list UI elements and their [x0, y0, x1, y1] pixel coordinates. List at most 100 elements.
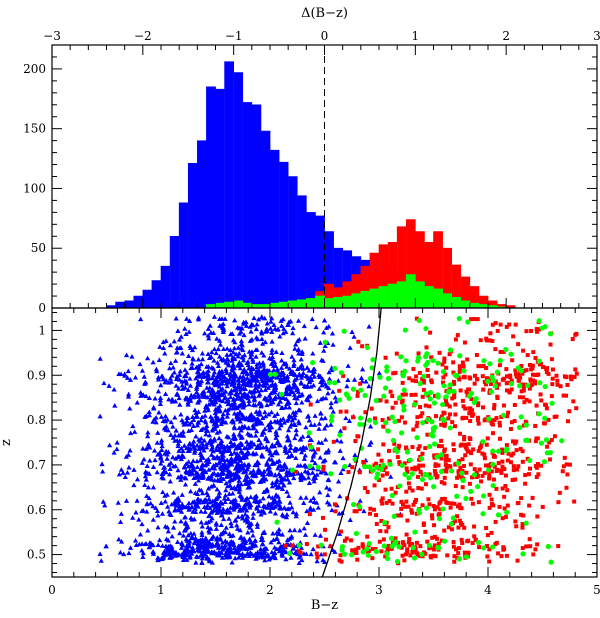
scatter-point-triangle	[177, 402, 183, 407]
scatter-point-square	[511, 439, 516, 444]
scatter-point-triangle	[330, 409, 336, 414]
scatter-point-triangle	[276, 471, 282, 476]
scatter-point-square	[455, 333, 460, 338]
scatter-point-square	[307, 512, 312, 517]
hist-bar	[379, 286, 389, 308]
scatter-point-triangle	[240, 401, 246, 406]
hist-bar	[451, 264, 461, 308]
scatter-point-circle	[367, 376, 373, 382]
scatter-point-square	[425, 432, 430, 437]
scatter-point-triangle	[236, 330, 243, 336]
scatter-point-square	[472, 373, 477, 378]
scatter-point-square	[527, 399, 532, 404]
scatter-point-square	[546, 417, 551, 422]
scatter-point-triangle	[220, 357, 226, 363]
scatter-point-circle	[548, 559, 554, 565]
scatter-point-square	[451, 370, 456, 375]
scatter-point-triangle	[227, 554, 233, 560]
scatter-point-circle	[542, 384, 548, 390]
scatter-point-square	[531, 552, 536, 557]
scatter-point-triangle	[143, 446, 149, 451]
scatter-point-triangle	[265, 553, 271, 559]
scatter-point-triangle	[250, 468, 256, 473]
scatter-point-triangle	[139, 368, 146, 373]
scatter-point-square	[449, 527, 454, 532]
scatter-point-triangle	[298, 356, 304, 362]
scatter-point-triangle	[313, 324, 319, 330]
scatter-point-triangle	[235, 460, 241, 466]
hist-bar	[433, 288, 443, 308]
scatter-point-triangle	[166, 380, 172, 385]
scatter-point-triangle	[205, 368, 211, 373]
scatter-point-triangle	[307, 379, 313, 384]
scatter-point-triangle	[277, 333, 283, 339]
scatter-point-square	[403, 504, 408, 509]
hist-bar	[279, 302, 289, 308]
scatter-point-square	[519, 496, 524, 501]
scatter-point-triangle	[173, 427, 179, 433]
scatter-point-triangle	[288, 555, 294, 560]
scatter-point-triangle	[297, 463, 304, 468]
scatter-point-triangle	[297, 527, 303, 533]
scatter-point-triangle	[244, 439, 250, 444]
scatter-point-triangle	[199, 529, 205, 535]
scatter-point-triangle	[246, 398, 252, 403]
scatter-y-tick-label: 0.5	[27, 548, 46, 562]
scatter-point-square	[466, 550, 471, 555]
scatter-point-triangle	[206, 375, 212, 381]
scatter-point-triangle	[228, 539, 235, 544]
scatter-point-triangle	[183, 395, 189, 400]
scatter-point-circle	[490, 482, 496, 489]
scatter-point-triangle	[190, 466, 196, 471]
scatter-point-triangle	[170, 454, 176, 460]
scatter-point-triangle	[131, 482, 137, 488]
scatter-point-triangle	[320, 557, 326, 563]
scatter-point-triangle	[262, 339, 268, 345]
scatter-point-triangle	[172, 414, 178, 420]
scatter-point-square	[477, 545, 482, 550]
scatter-point-triangle	[196, 393, 202, 398]
scatter-point-circle	[375, 471, 381, 477]
scatter-point-square	[492, 454, 497, 459]
scatter-point-triangle	[232, 442, 238, 447]
scatter-point-square	[470, 541, 475, 546]
scatter-point-square	[283, 543, 288, 548]
scatter-point-square	[404, 489, 409, 494]
scatter-point-triangle	[284, 433, 290, 439]
scatter-point-square	[376, 478, 381, 483]
scatter-point-triangle	[277, 544, 284, 549]
scatter-point-square	[535, 329, 540, 334]
scatter-point-circle	[403, 358, 409, 364]
hist-bar	[506, 305, 516, 308]
scatter-point-triangle	[241, 332, 247, 338]
scatter-point-triangle	[190, 509, 196, 514]
scatter-point-triangle	[138, 390, 144, 395]
scatter-point-square	[414, 424, 419, 429]
scatter-point-triangle	[189, 504, 195, 509]
scatter-point-square	[520, 449, 525, 454]
scatter-point-triangle	[168, 360, 174, 366]
scatter-point-triangle	[329, 507, 335, 513]
scatter-point-square	[534, 474, 539, 479]
scatter-point-triangle	[203, 520, 209, 525]
scatter-point-circle	[440, 416, 446, 422]
scatter-point-triangle	[163, 377, 169, 383]
scatter-point-square	[520, 525, 525, 530]
scatter-point-square	[386, 525, 391, 530]
scatter-point-triangle	[178, 477, 184, 482]
scatter-point-square	[404, 499, 409, 504]
scatter-point-triangle	[301, 551, 307, 556]
scatter-point-triangle	[193, 364, 199, 370]
scatter-point-triangle	[300, 434, 306, 439]
scatter-point-triangle	[208, 452, 215, 457]
scatter-point-square	[448, 464, 453, 469]
scatter-point-square	[407, 486, 412, 491]
scatter-point-square	[460, 522, 465, 527]
scatter-point-triangle	[156, 409, 162, 415]
scatter-point-triangle	[221, 516, 227, 522]
scatter-point-triangle	[304, 384, 311, 389]
scatter-point-triangle	[305, 394, 311, 399]
scatter-point-square	[491, 431, 496, 436]
scatter-point-square	[407, 537, 412, 542]
scatter-point-triangle	[281, 326, 287, 331]
